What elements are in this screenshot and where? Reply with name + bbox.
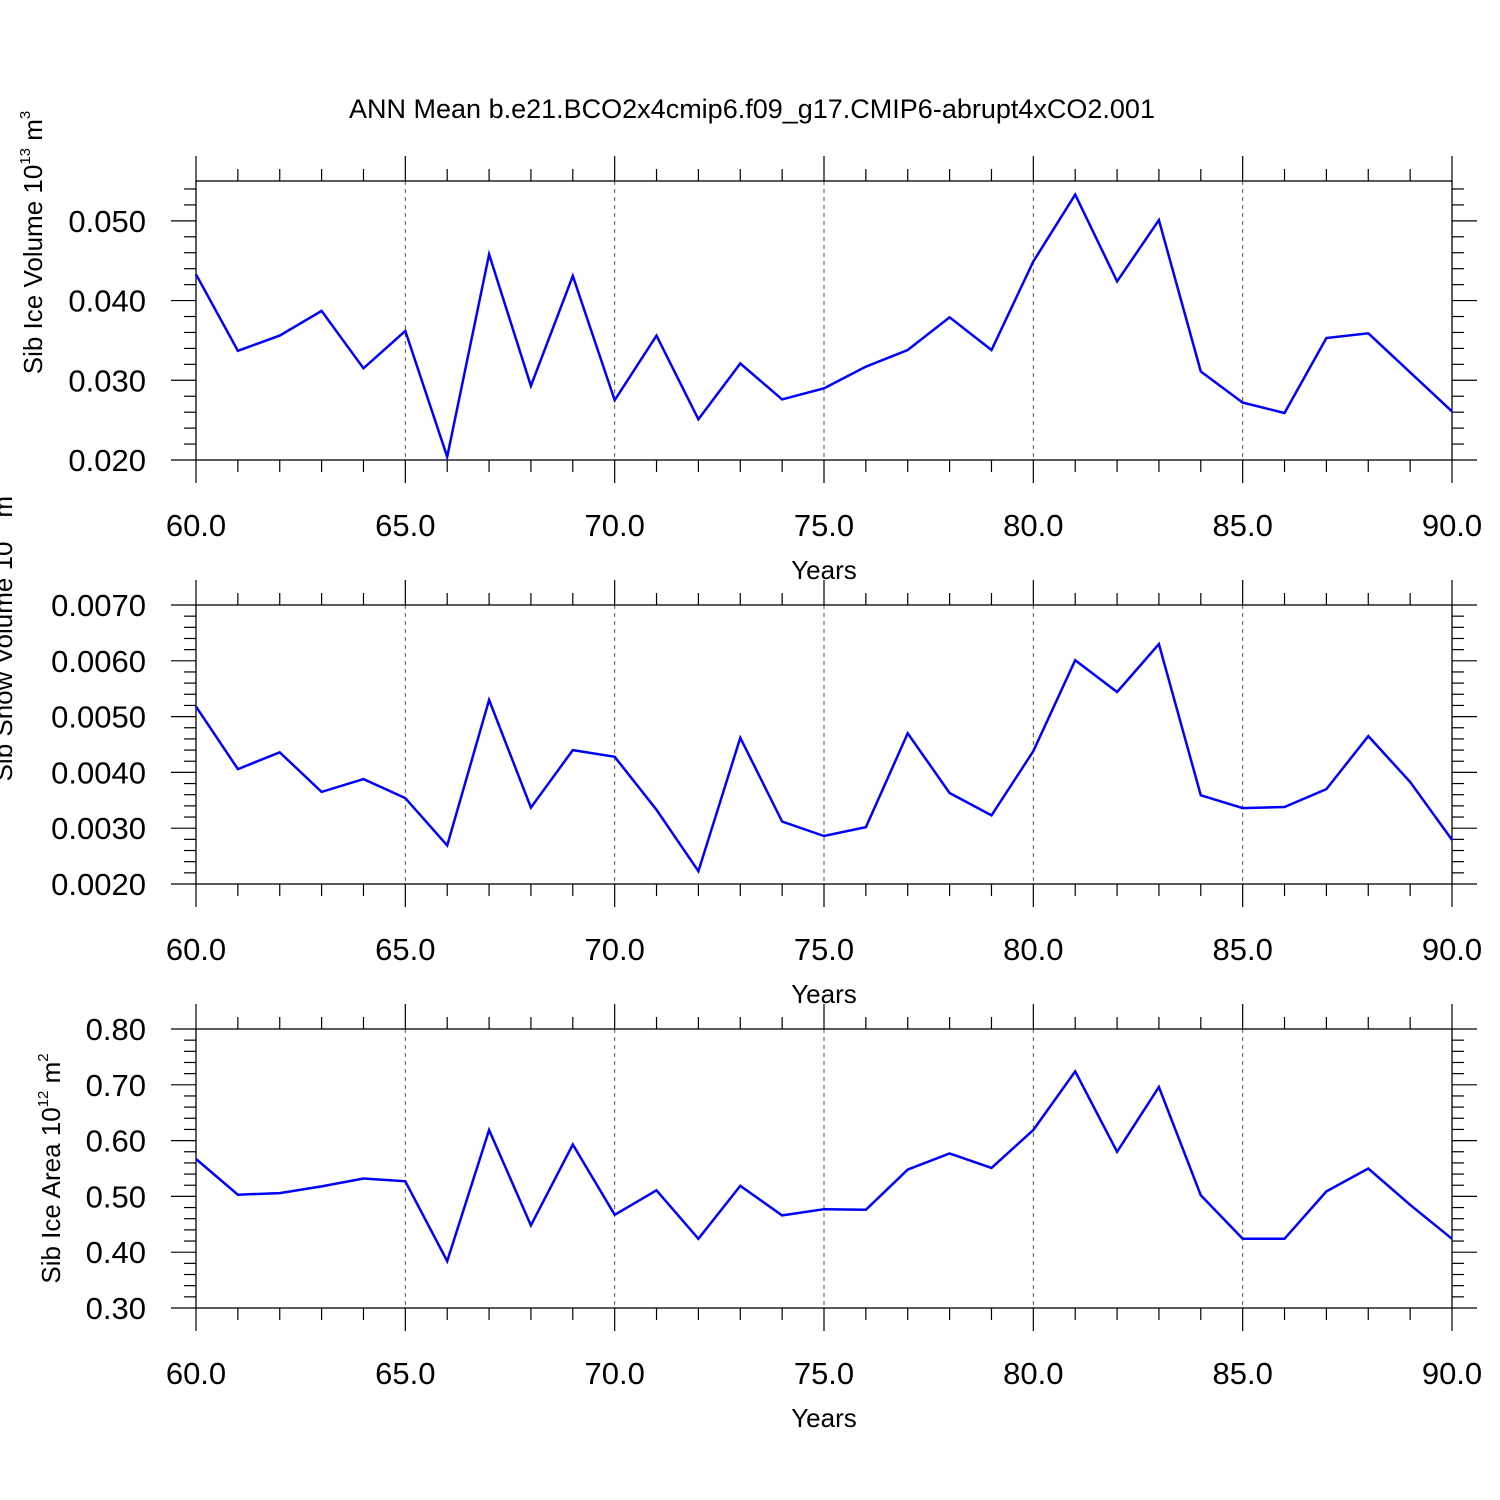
x-tick-label: 70.0 bbox=[584, 1356, 644, 1391]
y-axis-title: Sib Snow Volume 1013 m3 bbox=[0, 488, 18, 782]
y-tick-label: 0.80 bbox=[86, 1012, 146, 1047]
x-tick-label: 80.0 bbox=[1003, 932, 1063, 967]
figure-title: ANN Mean b.e21.BCO2x4cmip6.f09_g17.CMIP6… bbox=[349, 94, 1155, 124]
x-tick-label: 75.0 bbox=[794, 508, 854, 543]
x-tick-label: 60.0 bbox=[166, 932, 226, 967]
x-tick-label: 90.0 bbox=[1422, 1356, 1482, 1391]
y-tick-label: 0.40 bbox=[86, 1235, 146, 1270]
x-tick-label: 75.0 bbox=[794, 932, 854, 967]
y-tick-label: 0.020 bbox=[68, 443, 146, 478]
x-tick-label: 85.0 bbox=[1212, 932, 1272, 967]
x-tick-label: 85.0 bbox=[1212, 1356, 1272, 1391]
y-tick-label: 0.60 bbox=[86, 1124, 146, 1159]
x-tick-label: 70.0 bbox=[584, 508, 644, 543]
panel-1: 60.0 65.0 70.0 75.0 80.0 85.0 90.0 0.020 0.030 0.… bbox=[17, 111, 1482, 585]
x-tick-label: 90.0 bbox=[1422, 508, 1482, 543]
x-axis-title: Years bbox=[791, 1403, 857, 1433]
x-tick-label: 60.0 bbox=[166, 1356, 226, 1391]
series-line bbox=[195, 1069, 1453, 1265]
x-tick-label: 75.0 bbox=[794, 1356, 854, 1391]
x-tick-label: 85.0 bbox=[1212, 508, 1272, 543]
x-tick-label: 65.0 bbox=[375, 1356, 435, 1391]
panel-3: 60.0 65.0 70.0 75.0 80.0 85.0 90.0 0.30 0.40 0.50… bbox=[35, 1004, 1482, 1433]
panel-2: 60.0 65.0 70.0 75.0 80.0 85.0 90.0 0.0020 0.0030… bbox=[0, 488, 1482, 1009]
y-axis-title: Sib Ice Area 1012 m2 bbox=[35, 1053, 66, 1283]
x-tick-label: 65.0 bbox=[375, 508, 435, 543]
x-tick-label: 70.0 bbox=[584, 932, 644, 967]
x-tick-label: 65.0 bbox=[375, 932, 435, 967]
series-line bbox=[194, 192, 1453, 462]
y-tick-label: 0.0070 bbox=[51, 588, 146, 623]
y-tick-label: 0.0030 bbox=[51, 811, 146, 846]
y-tick-label: 0.50 bbox=[86, 1179, 146, 1214]
series-line bbox=[194, 641, 1454, 875]
y-tick-label: 0.30 bbox=[86, 1291, 146, 1326]
y-tick-label: 0.050 bbox=[68, 204, 146, 239]
panels: 60.0 65.0 70.0 75.0 80.0 85.0 90.0 0.020 0.030 0.… bbox=[0, 111, 1482, 1433]
x-tick-label: 80.0 bbox=[1003, 1356, 1063, 1391]
y-tick-label: 0.70 bbox=[86, 1068, 146, 1103]
y-tick-label: 0.0040 bbox=[51, 755, 146, 790]
x-tick-label: 60.0 bbox=[166, 508, 226, 543]
x-tick-label: 90.0 bbox=[1422, 932, 1482, 967]
y-tick-label: 0.0060 bbox=[51, 644, 146, 679]
x-tick-label: 80.0 bbox=[1003, 508, 1063, 543]
y-tick-label: 0.0020 bbox=[51, 867, 146, 902]
y-tick-label: 0.040 bbox=[68, 284, 146, 319]
y-tick-label: 0.030 bbox=[68, 363, 146, 398]
y-axis-title: Sib Ice Volume 1013 m3 bbox=[17, 111, 48, 375]
y-tick-label: 0.0050 bbox=[51, 700, 146, 735]
